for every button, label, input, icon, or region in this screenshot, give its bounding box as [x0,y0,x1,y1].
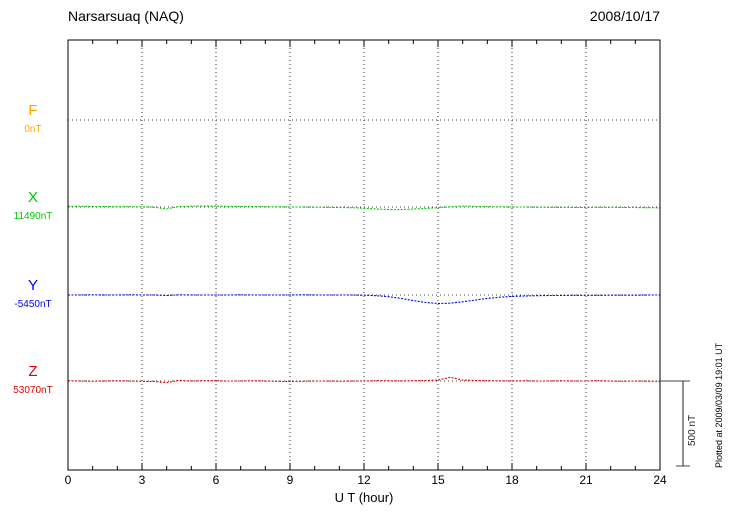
plotted-at-note: Plotted at 2009/03/09 19:01 UT [714,342,724,468]
x-axis-label: U T (hour) [334,490,394,505]
x-tick-label: 18 [505,473,519,487]
plot-frame [67,39,661,471]
x-tick-label: 3 [139,473,146,487]
series-label-Y: Y [27,277,38,294]
series-label-X: X [27,189,38,206]
series-baseline-X: 11490nT [13,211,53,222]
trace-X [68,205,661,211]
series-label-F: F [28,102,38,119]
trace-Y [68,294,660,305]
series-label-Z: Z [28,363,38,380]
x-tick-label: 12 [357,473,371,487]
x-tick-label: 24 [653,473,667,487]
x-tick-label: 9 [287,473,294,487]
x-tick-label: 0 [65,473,72,487]
series-baseline-F: 0nT [24,124,42,135]
scale-bar-label: 500 nT [687,414,698,446]
x-tick-label: 15 [431,473,445,487]
plot-date: 2008/10/17 [589,8,660,24]
series-baseline-Z: 53070nT [13,385,53,396]
series-baseline-Y: -5450nT [14,299,52,310]
x-tick-label: 6 [213,473,220,487]
trace-Z [67,376,661,384]
x-tick-label: 21 [579,473,593,487]
page-title: Narsarsuaq (NAQ) [68,8,184,24]
